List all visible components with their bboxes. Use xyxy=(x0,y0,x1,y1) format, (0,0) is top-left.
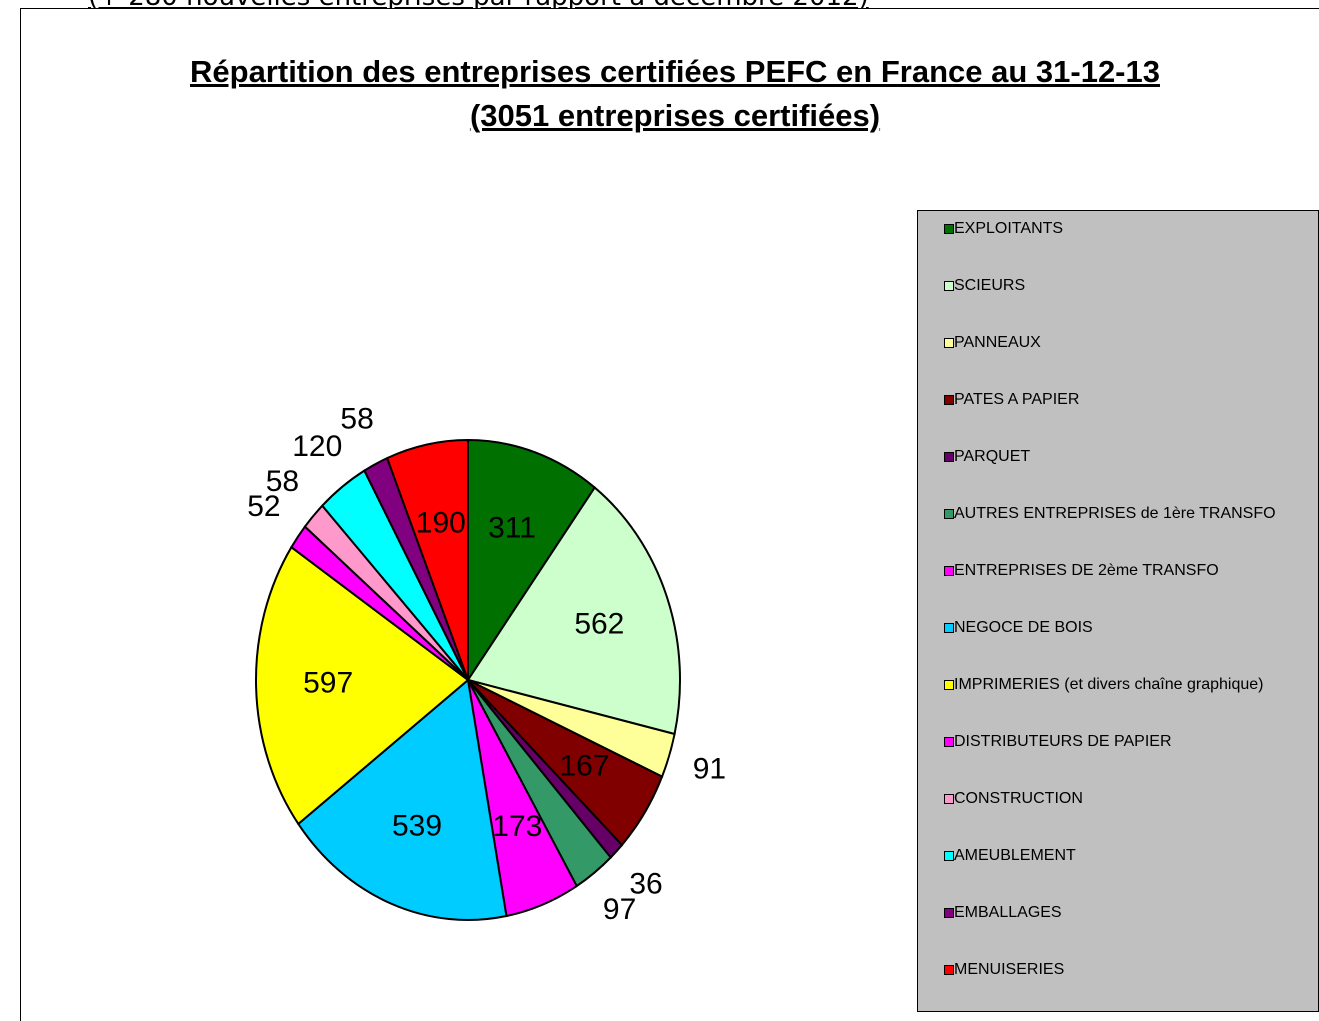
legend-item: AMEUBLEMENT xyxy=(944,846,1284,866)
legend-swatch xyxy=(944,851,954,861)
data-label: 52 xyxy=(247,490,280,523)
legend-swatch xyxy=(944,509,954,519)
legend-swatch xyxy=(944,965,954,975)
data-label: 97 xyxy=(603,893,636,926)
legend-item: ENTREPRISES DE 2ème TRANSFO xyxy=(944,561,1284,581)
legend-label: SCIEURS xyxy=(954,277,1026,294)
legend-item: CONSTRUCTION xyxy=(944,789,1284,809)
legend-label: PANNEAUX xyxy=(954,334,1041,351)
data-label: 167 xyxy=(560,750,610,783)
legend-swatch xyxy=(944,566,954,576)
legend-swatch xyxy=(944,680,954,690)
data-label: 173 xyxy=(492,810,542,843)
legend-swatch xyxy=(944,908,954,918)
legend-label: EXPLOITANTS xyxy=(954,220,1064,237)
legend-label: EMBALLAGES xyxy=(954,904,1062,921)
data-label: 539 xyxy=(392,809,442,842)
pie-slice xyxy=(297,678,508,921)
legend-label: AMEUBLEMENT xyxy=(954,847,1076,864)
data-label: 597 xyxy=(303,666,353,699)
legend-label: IMPRIMERIES (et divers chaîne graphique) xyxy=(954,676,1264,693)
legend-label: CONSTRUCTION xyxy=(954,790,1083,807)
legend-label: AUTRES ENTREPRISES de 1ère TRANSFO xyxy=(954,505,1276,522)
legend-label: ENTREPRISES DE 2ème TRANSFO xyxy=(954,562,1219,579)
legend-item: IMPRIMERIES (et divers chaîne graphique) xyxy=(944,675,1284,695)
legend: EXPLOITANTS SCIEURS PANNEAUX PATES A PAPIER… xyxy=(917,210,1319,1012)
legend-label: PARQUET xyxy=(954,448,1031,465)
legend-item: PANNEAUX xyxy=(944,333,1284,353)
legend-swatch xyxy=(944,737,954,747)
legend-swatch xyxy=(944,224,954,234)
legend-item: AUTRES ENTREPRISES de 1ère TRANSFO xyxy=(944,504,1284,524)
legend-item: MENUISERIES xyxy=(944,960,1284,980)
data-label: 562 xyxy=(574,607,624,640)
legend-item: PARQUET xyxy=(944,447,1284,467)
legend-label: MENUISERIES xyxy=(954,961,1065,978)
legend-swatch xyxy=(944,623,954,633)
legend-item: EMBALLAGES xyxy=(944,903,1284,923)
chart-title: Répartition des entreprises certifiées P… xyxy=(190,54,1160,133)
legend-swatch xyxy=(944,794,954,804)
data-label: 190 xyxy=(416,507,466,540)
legend-item: PATES A PAPIER xyxy=(944,390,1284,410)
legend-label: DISTRIBUTEURS DE PAPIER xyxy=(954,733,1172,750)
data-label: 58 xyxy=(266,465,299,498)
legend-item: EXPLOITANTS xyxy=(944,219,1284,239)
legend-label: PATES A PAPIER xyxy=(954,391,1080,408)
data-label: 311 xyxy=(488,512,536,545)
legend-swatch xyxy=(944,281,954,291)
legend-label: NEGOCE DE BOIS xyxy=(954,619,1093,636)
pie-slice xyxy=(466,486,681,736)
legend-swatch xyxy=(944,452,954,462)
data-label: 120 xyxy=(292,430,342,463)
legend-item: SCIEURS xyxy=(944,276,1284,296)
data-label: 58 xyxy=(340,403,373,436)
pie-slice xyxy=(467,438,597,684)
data-label: 36 xyxy=(629,868,662,901)
pie-slice xyxy=(385,438,469,681)
pie-slice xyxy=(255,545,470,826)
legend-swatch xyxy=(944,395,954,405)
legend-swatch xyxy=(944,338,954,348)
legend-item: NEGOCE DE BOIS xyxy=(944,618,1284,638)
legend-item: DISTRIBUTEURS DE PAPIER xyxy=(944,732,1284,752)
data-label: 91 xyxy=(693,753,726,786)
